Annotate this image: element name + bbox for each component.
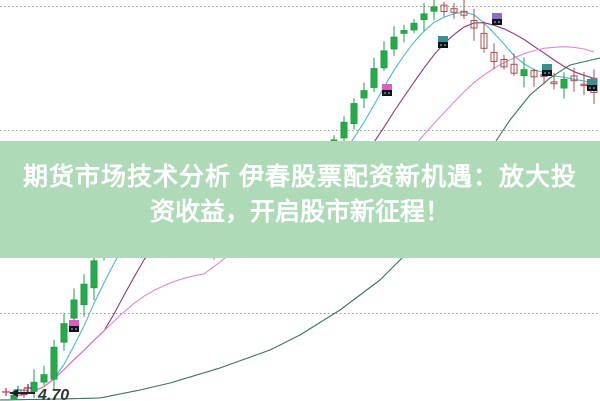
svg-text:4.70: 4.70: [37, 387, 69, 401]
